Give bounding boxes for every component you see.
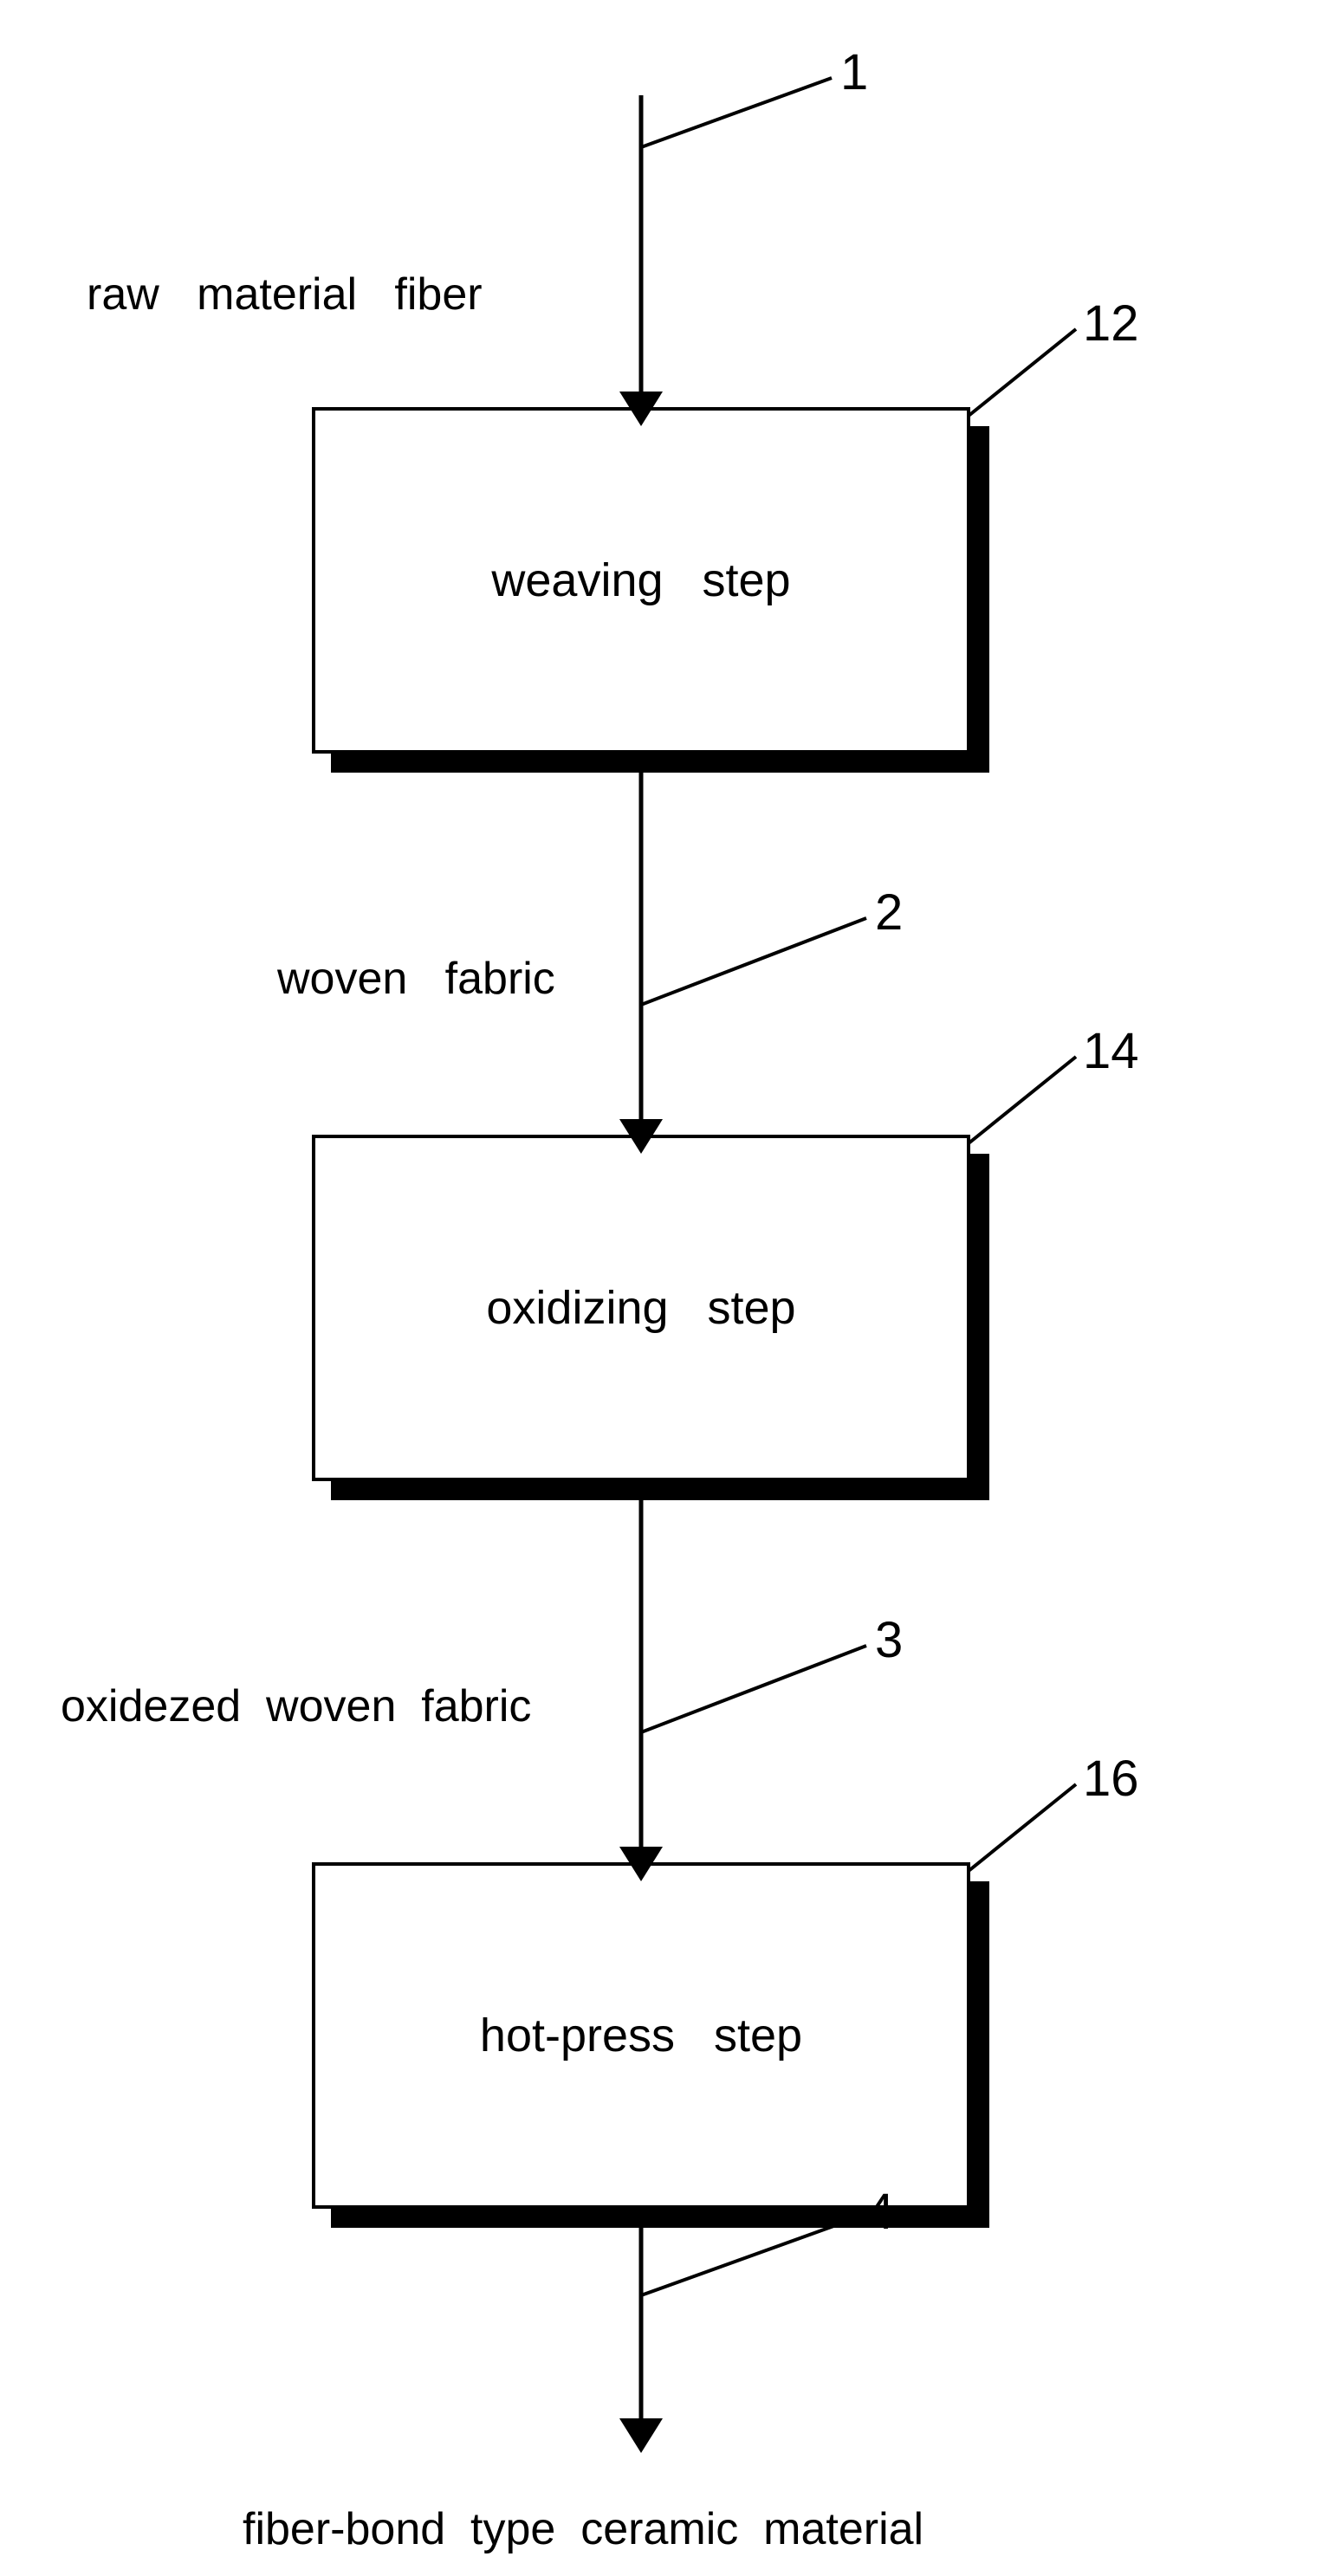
- ref-a4: 4: [866, 2183, 894, 2241]
- arrow-label-a2: woven fabric: [277, 953, 555, 1005]
- arrow-label-a4: fiber-bond type ceramic material: [243, 2503, 923, 2555]
- ref-a1: 1: [840, 43, 868, 101]
- ref-box-weaving: 12: [1083, 294, 1139, 353]
- diagram-stage: weaving step oxidizing step hot-press step…: [0, 0, 1322, 2576]
- box-hotpress: hot-press step: [312, 1862, 970, 2209]
- ref-a2: 2: [875, 883, 903, 942]
- ref-box-hotpress: 16: [1083, 1750, 1139, 1808]
- ref-a3: 3: [875, 1611, 903, 1669]
- ref-box-oxidizing: 14: [1083, 1022, 1139, 1080]
- arrow-label-a1: raw material fiber: [87, 269, 483, 320]
- box-oxidizing: oxidizing step: [312, 1135, 970, 1481]
- box-weaving: weaving step: [312, 407, 970, 754]
- arrow-label-a3: oxidezed woven fabric: [61, 1680, 531, 1732]
